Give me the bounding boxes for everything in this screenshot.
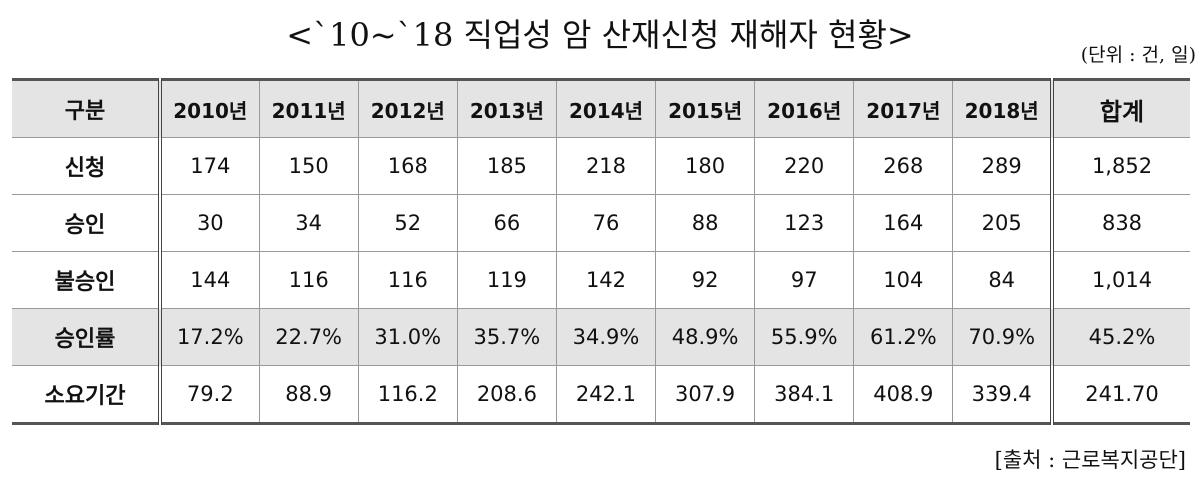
cell: 31.0%: [357, 308, 458, 366]
column-header: 2017년: [853, 79, 953, 138]
row-header: 신청: [12, 137, 162, 195]
column-header: 2014년: [555, 79, 656, 138]
column-header: 2013년: [456, 79, 557, 138]
cell: 34.9%: [555, 308, 656, 366]
column-header: 2018년: [952, 79, 1052, 138]
cell: 45.2%: [1050, 308, 1190, 366]
cell: 22.7%: [258, 308, 359, 366]
cell: 61.2%: [853, 308, 953, 366]
cell: 168: [357, 137, 458, 195]
cell: 164: [853, 194, 953, 252]
row-header: 승인: [12, 194, 162, 252]
cell: 144: [159, 251, 260, 309]
column-header: 2012년: [357, 79, 458, 138]
row-header: 불승인: [12, 251, 162, 309]
cell: 208.6: [456, 365, 557, 424]
cell: 30: [159, 194, 260, 252]
cell: 97: [754, 251, 854, 309]
cell: 104: [853, 251, 953, 309]
cell: 116.2: [357, 365, 458, 424]
cell: 116: [258, 251, 359, 309]
row-header: 승인률: [12, 308, 162, 366]
cell: 17.2%: [159, 308, 260, 366]
cell: 88: [655, 194, 755, 252]
cell: 242.1: [555, 365, 656, 424]
cell: 88.9: [258, 365, 359, 424]
column-header: 2016년: [754, 79, 854, 138]
cell: 307.9: [655, 365, 755, 424]
cell: 218: [555, 137, 656, 195]
cell: 116: [357, 251, 458, 309]
cell: 92: [655, 251, 755, 309]
header-row: 구분 2010년 2011년 2012년 2013년 2014년 2015년 2016년 201…: [12, 79, 1190, 138]
title: <`10~`18 직업성 암 산재신청 재해자 현황>: [286, 16, 914, 54]
table-row: 소요기간 79.2 88.9 116.2 208.6 242.1 307.9 384.1 408…: [12, 365, 1190, 424]
cell: 180: [655, 137, 755, 195]
cell: 79.2: [159, 365, 260, 424]
cell: 339.4: [952, 365, 1052, 424]
table-head: 구분 2010년 2011년 2012년 2013년 2014년 2015년 2016년 201…: [12, 79, 1190, 138]
cell: 241.70: [1050, 365, 1190, 424]
cell: 76: [555, 194, 656, 252]
table-row: 불승인 144 116 116 119 142 92 97 104 84 1,014: [12, 251, 1190, 309]
table-row: 승인 30 34 52 66 76 88 123 164 205 838: [12, 194, 1190, 252]
column-header: 2010년: [159, 79, 260, 138]
data-table: 구분 2010년 2011년 2012년 2013년 2014년 2015년 2016년 201…: [12, 78, 1190, 425]
cell: 35.7%: [456, 308, 557, 366]
unit-note: (단위 : 건, 일): [1080, 44, 1196, 66]
column-header: 구분: [12, 79, 162, 138]
column-header: 2011년: [258, 79, 359, 138]
cell: 48.9%: [655, 308, 755, 366]
cell: 174: [159, 137, 260, 195]
cell: 66: [456, 194, 557, 252]
cell: 289: [952, 137, 1052, 195]
row-header: 소요기간: [12, 365, 162, 424]
cell: 205: [952, 194, 1052, 252]
source: [출처 : 근로복지공단]: [994, 448, 1186, 472]
table-row: 신청 174 150 168 185 218 180 220 268 289 1,852: [12, 137, 1190, 195]
column-header: 2015년: [655, 79, 755, 138]
cell: 123: [754, 194, 854, 252]
cell: 55.9%: [754, 308, 854, 366]
table-row: 승인률 17.2% 22.7% 31.0% 35.7% 34.9% 48.9% 55.9% 61…: [12, 308, 1190, 366]
cell: 34: [258, 194, 359, 252]
cell: 220: [754, 137, 854, 195]
cell: 150: [258, 137, 359, 195]
cell: 70.9%: [952, 308, 1052, 366]
cell: 142: [555, 251, 656, 309]
cell: 384.1: [754, 365, 854, 424]
cell: 408.9: [853, 365, 953, 424]
cell: 119: [456, 251, 557, 309]
cell: 1,852: [1050, 137, 1190, 195]
cell: 52: [357, 194, 458, 252]
cell: 185: [456, 137, 557, 195]
cell: 1,014: [1050, 251, 1190, 309]
table-body: 신청 174 150 168 185 218 180 220 268 289 1,852 승인 30 34…: [12, 137, 1190, 424]
cell: 838: [1050, 194, 1190, 252]
cell: 84: [952, 251, 1052, 309]
column-header: 합계: [1050, 79, 1190, 138]
cell: 268: [853, 137, 953, 195]
